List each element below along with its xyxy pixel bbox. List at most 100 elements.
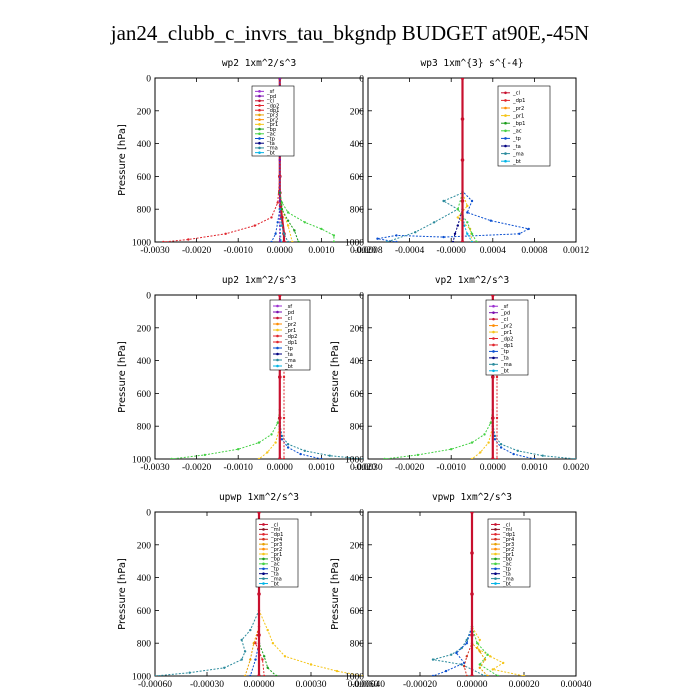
series-marker-ac [383, 457, 386, 459]
legend-marker-ma [262, 577, 265, 580]
series-marker-dp1 [282, 416, 286, 420]
x-tick-label: 0.0000 [480, 463, 506, 473]
legend-marker-pr2 [492, 324, 495, 327]
y-tick-label: 600 [137, 607, 152, 617]
figure-title: jan24_clubb_c_invrs_tau_bkgndp BUDGET at… [110, 21, 589, 45]
x-tick-label: 0.00020 [509, 680, 540, 690]
legend-marker-pr3 [262, 542, 265, 546]
y-tick-label: 400 [137, 574, 152, 584]
series-marker-cl [257, 633, 261, 637]
legend-marker-ml [494, 528, 497, 531]
x-tick-label: -0.0008 [353, 246, 383, 256]
series-line-pr1 [258, 512, 363, 676]
legend-marker-pr1 [276, 328, 279, 332]
legend-marker-cl [258, 99, 261, 103]
series-marker-ac [466, 221, 469, 224]
legend-label-dp1: _dp1 [502, 532, 515, 538]
y-tick-label: 200 [137, 541, 152, 551]
series-marker-cl [257, 674, 261, 676]
series-marker-dp1 [495, 416, 499, 420]
series-marker-cl [470, 512, 474, 514]
legend-marker-ma [258, 146, 261, 150]
x-tick-label: -0.0010 [224, 463, 254, 473]
legend-label-pr1: _pr1 [266, 122, 278, 128]
series-group [155, 512, 363, 676]
series-marker-bp [293, 229, 296, 232]
series-marker-ac [483, 433, 486, 436]
chart-panel-6: vpwp 1xm^2/s^3 0 200 400 600 800 1000-0.00040 -… [330, 492, 592, 690]
legend-marker-bp1 [504, 121, 507, 125]
y-tick-label: 400 [137, 357, 152, 367]
legend-label-tp: _tp [270, 567, 280, 573]
series-marker-cl [470, 551, 474, 555]
series-line-tp [432, 512, 473, 676]
series-marker-tp [527, 227, 530, 231]
series-marker-pr1 [487, 441, 490, 444]
legend-marker-tp [504, 137, 507, 140]
series-marker-ac [303, 221, 306, 224]
y-tick-label: 800 [137, 423, 152, 433]
x-tick-label: -0.0030 [140, 463, 170, 473]
y-tick-label: 1000 [345, 456, 364, 466]
legend-marker-ac [262, 562, 265, 566]
legend-label-pr2: _pr2 [270, 547, 282, 553]
legend-marker-cl [504, 91, 507, 95]
panel-title: wp2 1xm^2/s^3 [222, 58, 296, 69]
legend-label-pr2: _pr2 [512, 106, 524, 112]
legend-marker-bp [494, 557, 497, 561]
series-marker-ma [240, 658, 243, 661]
series-group [431, 512, 526, 676]
legend-marker-dp2 [492, 337, 495, 340]
series-marker-pr1 [489, 655, 492, 658]
series-marker-cl [257, 592, 261, 596]
legend-marker-cl [492, 317, 495, 321]
series-marker-tp [470, 199, 474, 203]
x-tick-label: 0.0008 [521, 246, 547, 256]
series-marker-ma [280, 224, 284, 227]
x-tick-label: 0.00000 [244, 680, 275, 690]
x-tick-label: -0.0020 [395, 463, 425, 473]
legend-marker-ta [276, 352, 279, 356]
legend-marker-pr2 [504, 106, 507, 110]
y-tick-label: 0 [359, 509, 364, 519]
series-marker-pr1 [456, 216, 459, 219]
y-tick-label: 800 [137, 640, 152, 650]
legend-label-bt: _bt [500, 369, 509, 375]
x-tick-label: -0.0020 [182, 463, 212, 473]
series-marker-tp [274, 232, 277, 235]
series-marker-pr1 [361, 674, 363, 676]
series-marker-pd [278, 240, 281, 242]
series-marker-dp2 [224, 232, 227, 235]
series-line-bt [279, 78, 282, 242]
legend-marker-bt [258, 151, 261, 154]
series-marker-cl [470, 633, 474, 637]
y-tick-label: 200 [350, 107, 365, 117]
legend-label-dp2: _dp2 [500, 336, 513, 342]
legend-label-ml: _ml [270, 527, 280, 533]
series-marker-cl [460, 117, 465, 121]
series-marker-ac [320, 227, 323, 231]
series-marker-dp2 [270, 216, 273, 219]
series-marker-dp2 [162, 240, 165, 242]
x-tick-label: -0.00020 [403, 680, 437, 690]
legend-label-tp: _tp [500, 349, 510, 355]
series-marker-dp2 [276, 201, 279, 204]
legend-label-tp: _tp [266, 136, 276, 142]
series-marker-tp [499, 446, 503, 449]
legend-label-ac: _ac [270, 562, 280, 568]
legend-label-cl: _cl [266, 99, 274, 105]
legend-marker-dp2 [276, 334, 279, 338]
y-tick-label: 1000 [132, 456, 151, 466]
legend-marker-ta [504, 144, 507, 148]
legend-label-ta: _ta [502, 571, 511, 577]
series-marker-cl [278, 375, 282, 379]
x-tick-label: -0.00030 [190, 680, 224, 690]
legend-marker-ac [258, 132, 261, 136]
series-marker-tp [249, 674, 252, 676]
series-marker-pr1 [335, 669, 339, 673]
legend-marker-ac [494, 562, 497, 566]
series-marker-pr3 [252, 642, 255, 645]
series-marker-tp [299, 452, 302, 456]
series-marker-tp [493, 438, 497, 441]
legend-label-pr1: _pr1 [502, 552, 514, 558]
